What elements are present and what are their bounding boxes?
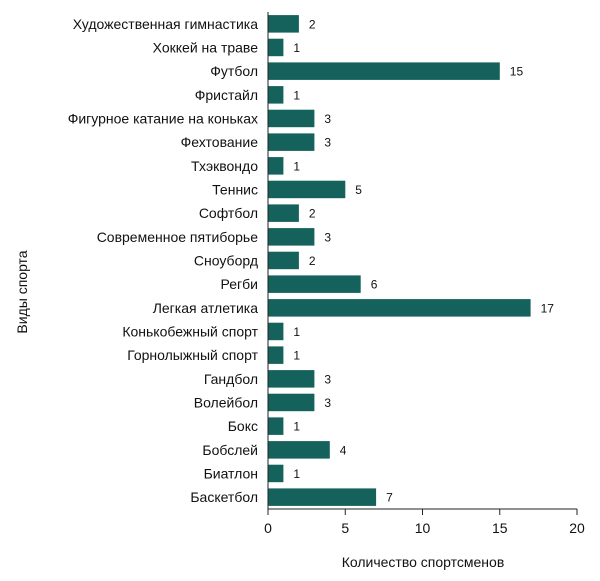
category-label: Футбол (210, 63, 258, 79)
category-label: Легкая атлетика (153, 300, 259, 316)
bar (268, 204, 299, 222)
bar (268, 299, 531, 317)
category-label: Баскетбол (190, 489, 258, 505)
category-label: Теннис (212, 182, 258, 198)
category-labels: Художественная гимнастика Хоккей на траве… (68, 16, 259, 505)
x-tick-label: 20 (569, 520, 585, 536)
value-label: 3 (324, 230, 331, 244)
bar (268, 370, 315, 388)
bars (268, 15, 531, 506)
category-label: Хоккей на траве (153, 40, 259, 56)
value-label: 1 (293, 88, 300, 102)
bar (268, 441, 330, 459)
bar (268, 464, 284, 483)
category-label: Волейбол (194, 395, 258, 411)
value-label: 3 (324, 136, 331, 150)
x-tick-label: 15 (492, 520, 508, 536)
bar (268, 109, 315, 128)
category-label: Горнолыжный спорт (127, 347, 258, 363)
category-label: Современное пятиборье (97, 229, 259, 245)
value-label: 2 (309, 207, 316, 221)
value-label: 1 (293, 349, 300, 363)
bar (268, 86, 284, 104)
value-label: 6 (371, 278, 378, 292)
category-label: Бобслей (202, 442, 258, 458)
value-label: 5 (355, 183, 362, 197)
y-axis-title: Виды спорта (14, 250, 30, 333)
value-label: 1 (293, 159, 300, 173)
x-tick-label: 0 (264, 520, 272, 536)
bar (268, 488, 377, 506)
category-label: Художественная гимнастика (73, 16, 258, 32)
bar (268, 38, 284, 57)
bar (268, 62, 500, 80)
x-axis: 0 5 10 15 20 (264, 12, 585, 536)
category-label: Конькобежный спорт (122, 324, 258, 340)
bar (268, 251, 299, 270)
value-label: 1 (293, 467, 300, 481)
category-label: Гандбол (204, 371, 258, 387)
value-label: 1 (293, 420, 300, 434)
bar (268, 133, 315, 151)
bar (268, 180, 346, 199)
value-label: 4 (340, 443, 347, 457)
value-label: 1 (293, 325, 300, 339)
bar (268, 322, 284, 341)
value-label: 3 (324, 396, 331, 410)
value-label: 17 (541, 301, 555, 315)
category-label: Тхэквондо (191, 158, 258, 174)
category-label: Фристайл (195, 87, 258, 103)
value-label: 3 (324, 112, 331, 126)
bar (268, 157, 284, 175)
x-tick-label: 10 (415, 520, 431, 536)
x-tick-label: 5 (341, 520, 349, 536)
x-axis-title: Количество спортсменов (342, 554, 505, 570)
value-label: 3 (324, 372, 331, 386)
category-label: Сноуборд (194, 253, 258, 269)
bar (268, 15, 299, 33)
category-label: Бокс (228, 418, 258, 434)
category-label: Софтбол (199, 205, 258, 221)
category-label: Фигурное катание на коньках (68, 111, 258, 127)
value-label: 7 (386, 491, 393, 505)
value-label: 15 (510, 65, 524, 79)
bar (268, 275, 361, 293)
bar (268, 346, 284, 364)
value-label: 2 (309, 254, 316, 268)
value-label: 1 (293, 41, 300, 55)
category-label: Регби (221, 276, 258, 292)
category-label: Биатлон (204, 466, 258, 482)
category-label: Фехтование (181, 134, 259, 150)
bar (268, 228, 315, 246)
bar (268, 393, 315, 412)
value-label: 2 (309, 17, 316, 31)
bar (268, 417, 284, 435)
